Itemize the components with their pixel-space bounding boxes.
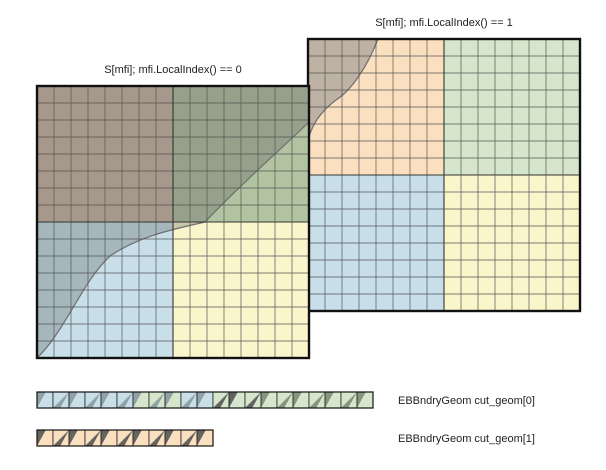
cut-geom-1-outline [36, 429, 214, 447]
box-0-boundary-curve [37, 121, 309, 358]
cut-cell [164, 391, 182, 409]
cut-cell [196, 391, 214, 409]
cut-cell [340, 391, 358, 409]
cut-geom-1-label: EBBndryGeom cut_geom[1] [398, 433, 535, 445]
box-1-boundary-curve [308, 39, 379, 141]
cut-cell [148, 391, 166, 409]
cut-cell [68, 391, 86, 409]
cut-cell [100, 429, 118, 447]
cut-cell [100, 391, 118, 409]
cut-cell [84, 429, 102, 447]
box-1-label: S[mfi]; mfi.LocalIndex() == 1 [375, 17, 513, 29]
cut-cell [68, 429, 86, 447]
cut-cell [132, 391, 150, 409]
box-local-index-1: S[mfi]; mfi.LocalIndex() == 1 [306, 17, 582, 313]
box-0-label: S[mfi]; mfi.LocalIndex() == 0 [104, 64, 242, 76]
cut-cell [36, 429, 54, 447]
cut-cell [116, 429, 134, 447]
box-1-covered-region [308, 39, 378, 140]
cut-cell [52, 429, 70, 447]
cut-geom-0-strip [36, 391, 374, 409]
cut-cell [52, 391, 70, 409]
cut-geom-0-label: EBBndryGeom cut_geom[0] [398, 395, 535, 407]
cut-cell [148, 429, 166, 447]
cut-cell [180, 429, 198, 447]
cut-geom-1-strip [36, 429, 214, 447]
cut-geom-0-outline [36, 391, 374, 409]
cut-cell [260, 391, 278, 409]
cut-cell [356, 391, 374, 409]
cut-cell [196, 429, 214, 447]
box-local-index-0: S[mfi]; mfi.LocalIndex() == 0 [35, 64, 311, 360]
cut-cell [180, 391, 198, 409]
cut-cell [212, 391, 230, 409]
cut-cell [132, 429, 150, 447]
cut-cell [276, 391, 294, 409]
cut-cell [292, 391, 310, 409]
cut-cell [244, 391, 262, 409]
box-1-grid [308, 39, 580, 311]
box-0-border [35, 84, 311, 360]
cut-cell [324, 391, 342, 409]
cut-cell [228, 391, 246, 409]
cut-cell [164, 429, 182, 447]
cut-cell [308, 391, 326, 409]
cut-cell [36, 391, 54, 409]
box-0-grid [37, 86, 309, 358]
cut-cell [84, 391, 102, 409]
cut-cell [116, 391, 134, 409]
